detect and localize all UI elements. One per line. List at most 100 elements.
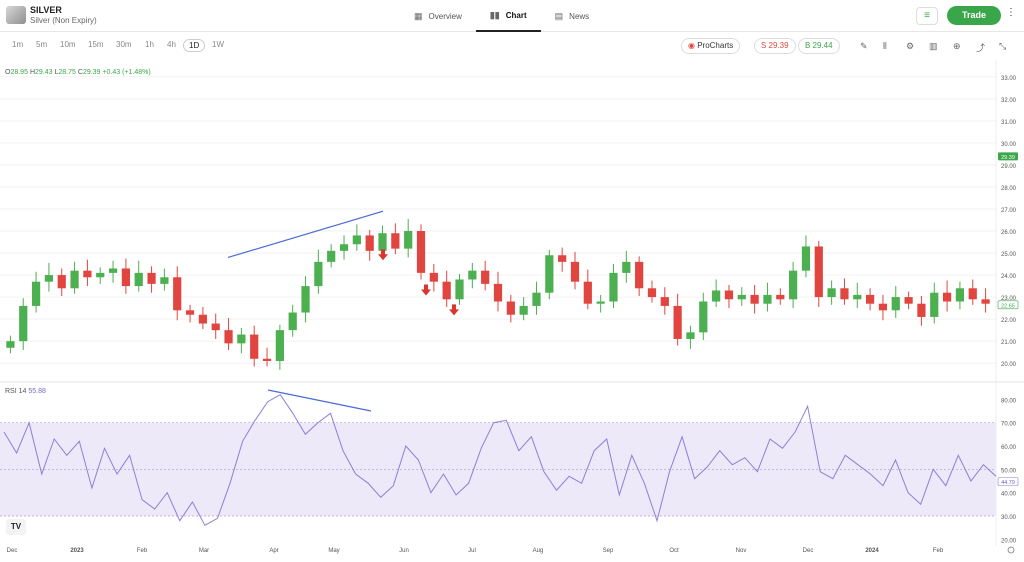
price-tick-label: 26.00 xyxy=(1001,230,1017,236)
candle-body xyxy=(699,301,708,333)
more-options-icon[interactable]: ⋮ xyxy=(1006,7,1016,18)
candle-body xyxy=(57,275,66,289)
timeframe-1m[interactable]: 1m xyxy=(12,40,24,49)
rsi-tick-label: 70.00 xyxy=(1001,422,1017,428)
tab-overview-label: Overview xyxy=(428,11,462,21)
settings-gear-icon[interactable]: ⚙ xyxy=(906,41,915,51)
sell-price-button[interactable]: S 29.39 xyxy=(754,38,796,54)
instrument-name: SILVER xyxy=(30,5,62,15)
timeframe-30m[interactable]: 30m xyxy=(116,40,132,49)
candle-body xyxy=(519,305,528,315)
candle-body xyxy=(404,231,413,249)
add-circle-icon[interactable]: ⊕ xyxy=(953,41,961,51)
candle-body xyxy=(275,330,284,361)
timeframe-15m[interactable]: 15m xyxy=(88,40,104,49)
price-chart[interactable]: 33.00 32.00 31.00 30.00 29.00 28.00 27.00 26.00… xyxy=(0,60,1024,562)
candle-body xyxy=(44,275,54,282)
newspaper-icon: ▤ xyxy=(554,10,564,21)
timeframe-1h[interactable]: 1h xyxy=(145,40,154,49)
time-tick-label: Jul xyxy=(468,548,476,554)
price-tick-label: 25.00 xyxy=(1001,252,1017,258)
candle-body xyxy=(583,281,592,304)
candle-body xyxy=(712,290,721,302)
candle-body xyxy=(570,261,580,282)
share-icon[interactable]: ⤴ xyxy=(976,43,986,53)
candle-body xyxy=(173,277,182,311)
indicators-icon[interactable]: ▥ xyxy=(929,41,938,51)
rsi-tick-label: 50.00 xyxy=(1001,468,1017,474)
candle-body xyxy=(250,334,259,359)
watchlist-add-button[interactable]: ≡ xyxy=(916,7,938,25)
candle-body xyxy=(339,244,349,251)
time-tick-label: Jun xyxy=(399,548,409,554)
candle-body xyxy=(827,288,836,298)
close-value: 29.39 xyxy=(82,69,101,76)
tab-overview[interactable]: ▦ Overview xyxy=(400,0,476,32)
timeframe-1d[interactable]: 1D xyxy=(183,39,206,52)
procharts-button[interactable]: ◉ ProCharts xyxy=(681,38,741,54)
high-key: H xyxy=(29,69,35,76)
candle-body xyxy=(814,246,823,298)
time-tick-label: 2023 xyxy=(70,548,84,554)
candle-body xyxy=(468,270,477,280)
time-tick-label: Nov xyxy=(736,548,747,554)
candle-body xyxy=(622,261,631,273)
tab-news-label: News xyxy=(569,11,590,21)
candle-body xyxy=(160,277,169,284)
procharts-label: ProCharts xyxy=(697,41,734,50)
candle-body xyxy=(532,292,541,306)
candle-body xyxy=(185,310,195,315)
price-tick-label: 32.00 xyxy=(1001,98,1017,104)
candle-body xyxy=(70,270,79,289)
rsi-tick-label: 30.00 xyxy=(1001,515,1017,521)
buy-price-button[interactable]: B 29.44 xyxy=(798,38,840,54)
time-tick-label: Aug xyxy=(533,548,544,554)
candle-body xyxy=(647,288,657,298)
price-tick-label: 31.00 xyxy=(1001,120,1017,126)
candle-body xyxy=(262,358,272,361)
candle-body xyxy=(763,294,772,304)
time-tick-label: Feb xyxy=(137,548,148,554)
candle-body xyxy=(609,272,618,302)
sell-arrow-icon xyxy=(421,284,431,296)
timeframe-10m[interactable]: 10m xyxy=(60,40,76,49)
fullscreen-collapse-icon[interactable]: ⤡ xyxy=(999,41,1007,51)
silver-bar-icon xyxy=(6,6,26,24)
candle-body xyxy=(455,279,464,300)
procharts-icon: ◉ xyxy=(688,41,698,50)
rsi-tick-label: 40.00 xyxy=(1001,492,1017,498)
timeframe-4h[interactable]: 4h xyxy=(167,40,176,49)
candle-body xyxy=(968,288,977,300)
open-value: 28.95 xyxy=(10,69,28,76)
candle-body xyxy=(737,294,746,300)
candle-body xyxy=(288,312,297,331)
price-tick-label: 28.00 xyxy=(1001,186,1017,192)
timeframe-1w[interactable]: 1W xyxy=(212,40,224,49)
candle-body xyxy=(327,250,336,262)
candle-body xyxy=(96,272,105,278)
candle-body xyxy=(506,301,515,315)
rsi-trendline xyxy=(267,389,372,412)
time-tick-label: May xyxy=(328,548,339,554)
rsi-line xyxy=(3,394,997,526)
chart-toolbar: 1m 5m 10m 15m 30m 1h 4h 1D 1W ◉ ProChart… xyxy=(0,36,1024,58)
grid-icon: ▦ xyxy=(414,10,423,21)
draw-pencil-icon[interactable]: ✎ xyxy=(860,41,868,51)
candle-body xyxy=(930,292,939,317)
candle-body xyxy=(134,272,143,287)
tab-news[interactable]: ▤ News xyxy=(541,0,604,32)
rsi-period: 14 xyxy=(18,388,27,395)
sell-arrow-icon xyxy=(449,304,459,316)
rsi-name: RSI xyxy=(5,388,17,395)
chart-type-icon[interactable]: ⫴ xyxy=(883,41,887,51)
current-price-badge-text: 29.39 xyxy=(1001,155,1015,161)
candle-body xyxy=(750,294,759,304)
sell-arrow-icon xyxy=(378,249,388,261)
tab-chart[interactable]: ▮▮ Chart xyxy=(475,0,541,32)
candles-icon: ▮▮ xyxy=(489,9,500,20)
timeframe-5m[interactable]: 5m xyxy=(36,40,48,49)
candle-body xyxy=(31,281,41,306)
candle-body xyxy=(673,305,682,339)
trade-button[interactable]: Trade xyxy=(947,6,1001,25)
candle-body xyxy=(211,323,220,331)
